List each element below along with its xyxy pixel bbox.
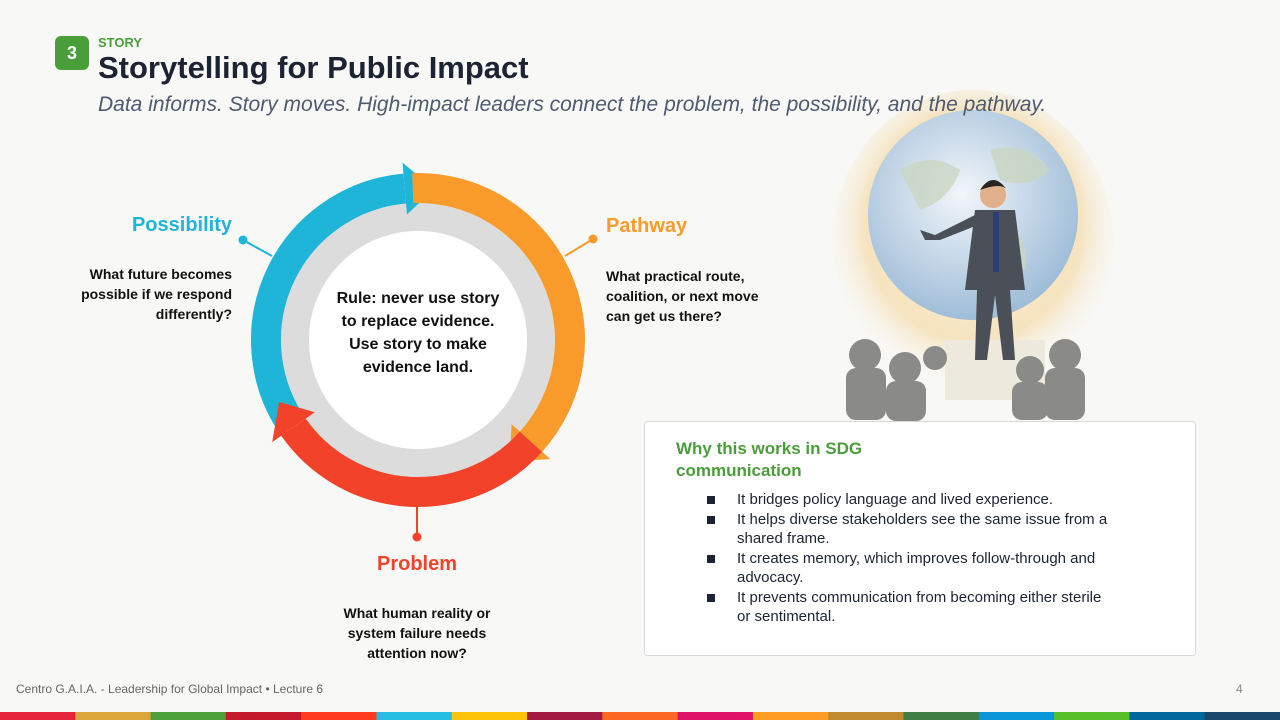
stripe-segment — [1054, 712, 1130, 720]
node-label: Possibility — [131, 214, 232, 236]
page-number: 4 — [1236, 682, 1243, 696]
stripe-segment — [677, 712, 754, 720]
stripe-segment — [451, 712, 528, 720]
stripe-segment — [828, 712, 905, 720]
bullet: It helps diverse stakeholders see the sa… — [707, 510, 1117, 549]
stripe-segment — [75, 712, 152, 720]
stripe-segment — [602, 712, 679, 720]
stripe-segment — [225, 712, 302, 720]
title: Storytelling for Public Impact — [98, 50, 529, 85]
node-text: What future becomes possible if we respo… — [81, 266, 232, 322]
bullet-list: It bridges policy language and lived exp… — [707, 490, 1117, 627]
cycle-diagram — [251, 162, 585, 507]
bullet: It creates memory, which improves follow… — [707, 549, 1117, 588]
cycle-center: Rule: never use story to replace evidenc… — [336, 290, 500, 376]
sdg-stripe — [0, 712, 1280, 720]
stripe-segment — [301, 712, 377, 720]
cycle-arc — [281, 418, 543, 507]
bullet: It prevents communication from becoming … — [707, 588, 1117, 627]
node-text: What practical route, coalition, or next… — [606, 268, 759, 324]
badge: 3 — [55, 36, 89, 70]
footer: Centro G.A.I.A. - Leadership for Global … — [16, 682, 324, 696]
node-label: Problem — [376, 553, 458, 575]
connectors — [238, 234, 598, 542]
stripe-segment — [903, 712, 980, 720]
stripe-segment — [978, 712, 1055, 720]
cycle-arc — [251, 173, 407, 429]
stripe-segment — [376, 712, 453, 720]
stripe-segment — [527, 712, 603, 720]
stripe-segment — [0, 712, 76, 720]
stripe-segment — [1129, 712, 1206, 720]
subtitle: Data informs. Story moves. High-impact l… — [98, 93, 1047, 116]
node-text: What human reality or system failure nee… — [343, 605, 491, 661]
stripe-segment — [1204, 712, 1280, 720]
card-title: Why this works in SDG communication — [676, 439, 863, 480]
node-label: Pathway — [606, 215, 688, 237]
kicker: STORY — [98, 35, 143, 50]
cycle-arc — [412, 173, 585, 452]
cycle-arrowhead — [272, 401, 315, 443]
illustration — [833, 90, 1113, 421]
stripe-segment — [752, 712, 829, 720]
stripe-segment — [150, 712, 227, 720]
bullet: It bridges policy language and lived exp… — [707, 490, 1117, 510]
info-card: Why this works in SDG communication It b… — [644, 421, 1196, 656]
